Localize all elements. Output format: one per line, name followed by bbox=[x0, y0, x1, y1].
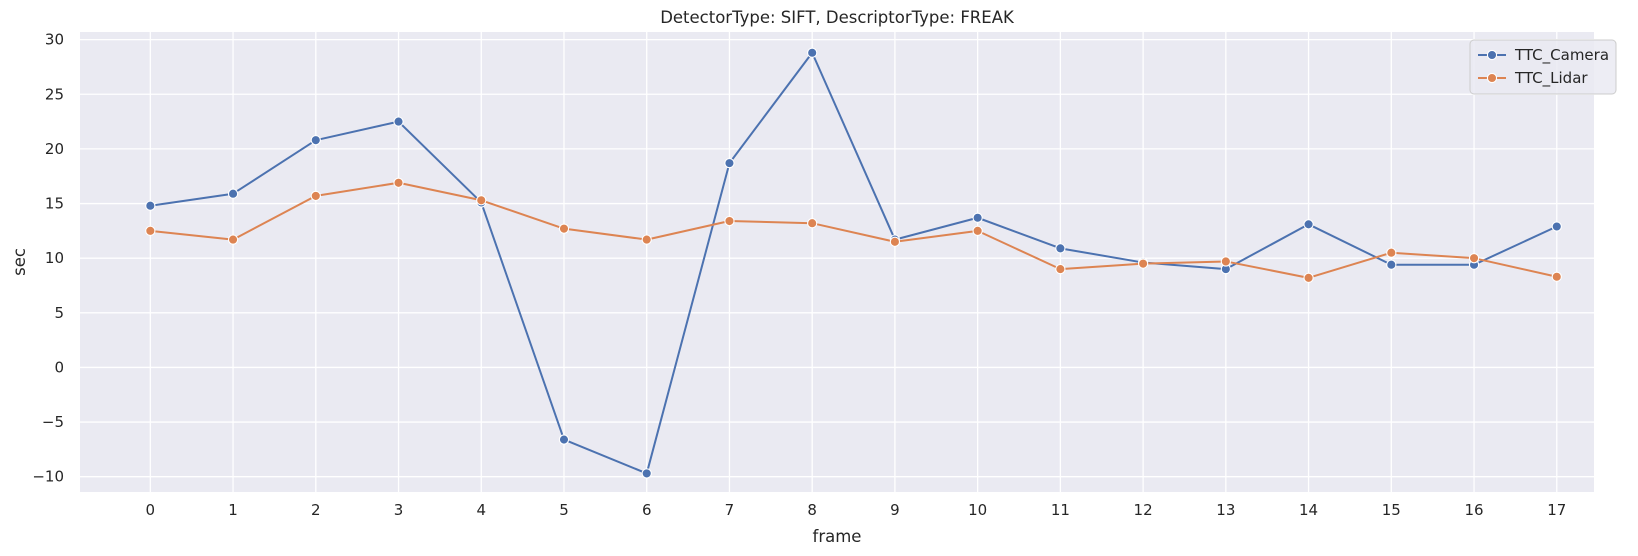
data-point bbox=[1468, 253, 1480, 264]
series-TTC_Camera bbox=[145, 47, 1562, 479]
x-tick-label: 10 bbox=[968, 501, 987, 519]
y-tick-label: 25 bbox=[45, 85, 64, 103]
x-tick-label: 1 bbox=[228, 501, 238, 519]
x-tick-label: 12 bbox=[1134, 501, 1153, 519]
y-axis-ticks: −10 −5 0 5 10 15 20 25 30 bbox=[32, 31, 64, 486]
data-point bbox=[1386, 247, 1397, 258]
data-point bbox=[641, 234, 652, 245]
x-tick-label: 5 bbox=[559, 501, 569, 519]
data-point bbox=[145, 225, 156, 237]
y-tick-label: 15 bbox=[45, 195, 64, 213]
data-point bbox=[972, 212, 983, 223]
x-tick-label: 11 bbox=[1051, 501, 1070, 519]
data-point bbox=[972, 225, 983, 237]
y-axis-label: sec bbox=[10, 248, 29, 276]
data-point bbox=[393, 116, 404, 127]
data-point bbox=[558, 223, 570, 234]
data-point bbox=[641, 468, 652, 479]
data-point bbox=[145, 200, 156, 211]
data-point bbox=[724, 215, 735, 227]
y-tick-label: 0 bbox=[54, 358, 64, 376]
data-point bbox=[807, 218, 818, 229]
x-tick-label: 13 bbox=[1216, 501, 1235, 519]
y-tick-label: −10 bbox=[32, 468, 64, 486]
legend-item: TTC_Camera bbox=[1478, 46, 1609, 65]
x-tick-label: 3 bbox=[394, 501, 404, 519]
data-point bbox=[807, 47, 818, 58]
legend: TTC_Camera TTC_Lidar bbox=[1469, 39, 1617, 95]
y-tick-label: −5 bbox=[42, 413, 64, 431]
data-point bbox=[889, 236, 901, 247]
x-axis-label: frame bbox=[813, 527, 862, 546]
data-point bbox=[476, 195, 487, 206]
series-group bbox=[145, 47, 1562, 479]
x-tick-label: 4 bbox=[476, 501, 486, 519]
data-point bbox=[393, 177, 404, 188]
x-tick-label: 9 bbox=[890, 501, 900, 519]
data-point bbox=[1551, 221, 1562, 232]
grid bbox=[80, 32, 1594, 492]
y-tick-label: 20 bbox=[45, 140, 64, 158]
data-point bbox=[1137, 258, 1149, 269]
x-tick-label: 8 bbox=[807, 501, 817, 519]
data-point bbox=[558, 434, 570, 445]
x-tick-label: 2 bbox=[311, 501, 321, 519]
data-point bbox=[310, 135, 321, 146]
data-point bbox=[227, 234, 239, 245]
x-tick-label: 0 bbox=[146, 501, 156, 519]
series-TTC_Lidar bbox=[145, 177, 1562, 283]
x-tick-label: 16 bbox=[1464, 501, 1483, 519]
legend-marker bbox=[1486, 49, 1498, 61]
x-axis-ticks: 0 1 2 3 4 5 6 7 8 9 10 11 12 13 14 15 16 17 bbox=[146, 501, 1567, 519]
data-point bbox=[310, 190, 321, 202]
legend-label: TTC_Lidar bbox=[1514, 69, 1588, 88]
legend-item: TTC_Lidar bbox=[1478, 69, 1588, 88]
data-point bbox=[1220, 256, 1231, 267]
x-tick-label: 6 bbox=[642, 501, 652, 519]
x-tick-label: 14 bbox=[1299, 501, 1318, 519]
data-point bbox=[1303, 272, 1314, 283]
data-point bbox=[724, 157, 735, 169]
data-point bbox=[1055, 243, 1066, 254]
x-tick-label: 17 bbox=[1547, 501, 1566, 519]
legend-marker bbox=[1486, 72, 1498, 84]
series-line bbox=[150, 181, 1557, 279]
x-tick-label: 7 bbox=[725, 501, 735, 519]
data-point bbox=[227, 188, 239, 199]
legend-box bbox=[1469, 39, 1617, 95]
data-point bbox=[1303, 219, 1314, 230]
y-tick-label: 10 bbox=[45, 249, 64, 267]
data-point bbox=[1386, 259, 1397, 270]
plot-area bbox=[80, 32, 1594, 492]
legend-label: TTC_Camera bbox=[1514, 46, 1609, 65]
y-tick-label: 30 bbox=[45, 31, 64, 49]
data-point bbox=[1551, 271, 1562, 282]
y-tick-label: 5 bbox=[54, 304, 64, 322]
x-tick-label: 15 bbox=[1382, 501, 1401, 519]
chart-title: DetectorType: SIFT, DescriptorType: FREA… bbox=[660, 8, 1015, 27]
data-point bbox=[1055, 263, 1066, 275]
series-line bbox=[150, 51, 1558, 475]
